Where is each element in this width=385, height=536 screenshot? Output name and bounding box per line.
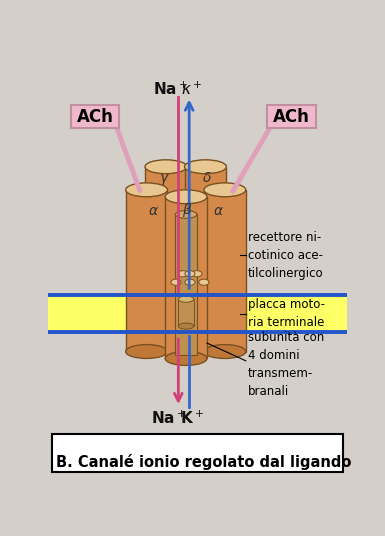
Bar (165, 197, 207, 359)
Ellipse shape (204, 183, 246, 197)
FancyBboxPatch shape (71, 105, 119, 128)
Ellipse shape (126, 183, 167, 197)
Ellipse shape (178, 271, 188, 277)
Text: Na$^+$: Na$^+$ (153, 80, 188, 98)
Ellipse shape (199, 279, 209, 285)
Text: ACh: ACh (77, 108, 114, 125)
Text: K$^+$: K$^+$ (179, 410, 203, 427)
Ellipse shape (178, 323, 194, 329)
Bar (175, 214, 197, 355)
Ellipse shape (185, 271, 195, 277)
Ellipse shape (171, 279, 181, 285)
Ellipse shape (145, 322, 187, 336)
Text: B. Canalé ionio regolato dal ligando: B. Canalé ionio regolato dal ligando (56, 455, 351, 471)
Text: α: α (214, 204, 223, 218)
Bar (52, 434, 343, 472)
Ellipse shape (184, 160, 226, 174)
Ellipse shape (185, 279, 195, 285)
Text: $\kappa^+$: $\kappa^+$ (181, 80, 203, 98)
Ellipse shape (145, 160, 187, 174)
Text: placca moto-
ria terminale: placca moto- ria terminale (248, 299, 325, 329)
Ellipse shape (184, 322, 226, 336)
Text: ACh: ACh (273, 108, 310, 125)
Text: subunità con
4 domini
transmem-
branali: subunità con 4 domini transmem- branali (248, 331, 324, 398)
FancyBboxPatch shape (268, 105, 315, 128)
Bar (48, 295, 346, 332)
Text: γ: γ (160, 170, 169, 184)
Ellipse shape (165, 190, 207, 204)
Ellipse shape (165, 352, 207, 366)
Text: β: β (182, 203, 191, 217)
Bar (145, 167, 187, 329)
Ellipse shape (175, 211, 197, 218)
Bar (204, 190, 246, 352)
Ellipse shape (204, 345, 246, 359)
Text: recettore ni-
cotinico ace-
tilcolinergico: recettore ni- cotinico ace- tilcolinergi… (248, 231, 324, 280)
Text: Na$^+$: Na$^+$ (151, 410, 186, 427)
Ellipse shape (178, 296, 194, 302)
Text: α: α (148, 204, 157, 218)
Ellipse shape (126, 345, 167, 359)
Ellipse shape (192, 271, 202, 277)
Text: δ: δ (203, 170, 211, 184)
Bar (184, 167, 226, 329)
Bar (178, 299, 194, 326)
Bar (126, 190, 167, 352)
